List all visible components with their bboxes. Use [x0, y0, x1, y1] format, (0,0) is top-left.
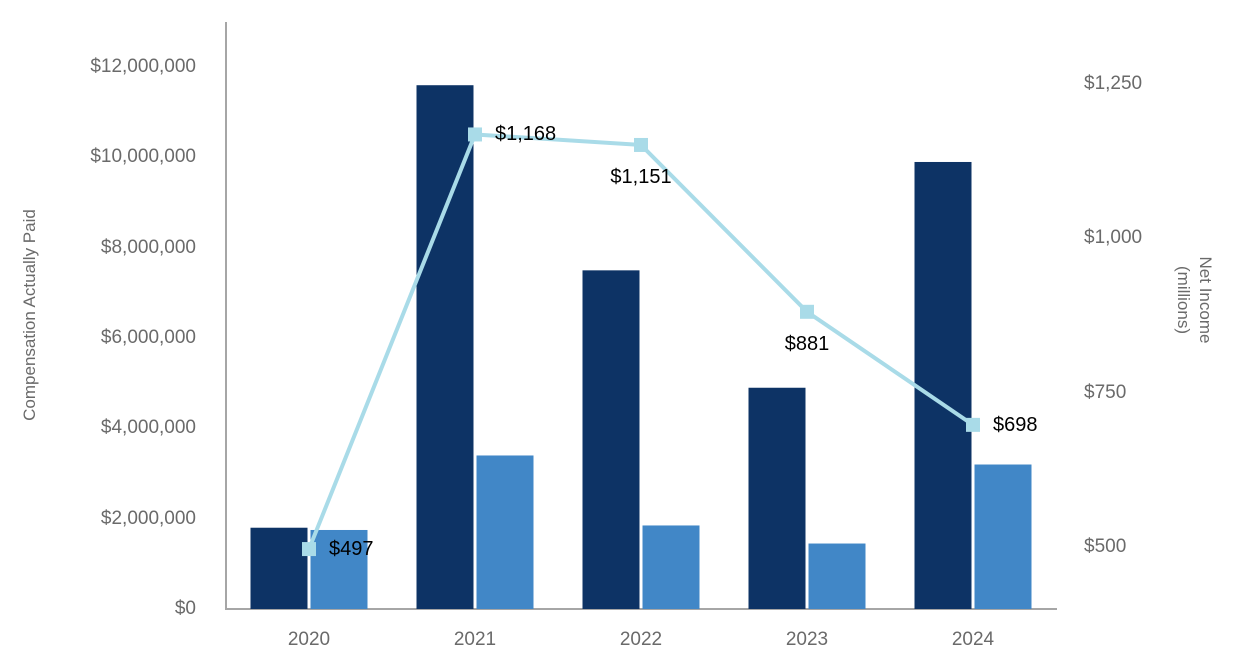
- x-axis-label-2020: 2020: [287, 629, 331, 650]
- line-marker-2020: [302, 542, 316, 557]
- line-data-label-2021: $1,168: [495, 123, 557, 146]
- bar-bars-medium-blue-2024: [974, 464, 1032, 609]
- line-data-label-2020: $497: [329, 538, 374, 561]
- line-data-label-2024: $698: [993, 413, 1038, 436]
- bar-bars-medium-blue-2023: [808, 543, 866, 609]
- x-axis-label-2023: 2023: [785, 629, 829, 650]
- line-data-label-2022: $1,151: [610, 165, 672, 188]
- bar-bars-dark-navy-2023: [748, 387, 806, 609]
- line-marker-2021: [468, 127, 482, 142]
- right-axis-tick-label: $1,000: [1084, 227, 1143, 249]
- x-axis-label-2024: 2024: [951, 629, 995, 650]
- bar-bars-dark-navy-2024: [914, 161, 972, 609]
- bar-bars-medium-blue-2021: [476, 455, 534, 609]
- x-axis-label-2022: 2022: [619, 629, 663, 650]
- bar-bars-medium-blue-2020: [310, 529, 368, 609]
- left-axis-tick-label: $2,000,000: [100, 507, 196, 529]
- left-axis-tick-label: $8,000,000: [100, 236, 196, 258]
- line-data-label-2023: $881: [784, 332, 830, 355]
- right-axis-tick-label: $750: [1084, 381, 1127, 403]
- line-marker-2023: [800, 304, 814, 319]
- right-axis-tick-label: $1,250: [1084, 72, 1143, 94]
- left-axis-tick-label: $4,000,000: [100, 417, 196, 439]
- right-axis-tick-label: $500: [1084, 536, 1127, 558]
- left-axis-tick-label: $12,000,000: [90, 56, 196, 78]
- x-axis-label-2021: 2021: [453, 629, 497, 650]
- bar-bars-dark-navy-2020: [250, 527, 308, 609]
- left-axis-tick-label: $6,000,000: [100, 327, 196, 349]
- bar-bars-dark-navy-2021: [416, 85, 474, 609]
- left-axis-tick-label: $10,000,000: [90, 146, 196, 168]
- bar-bars-dark-navy-2022: [582, 270, 640, 609]
- line-marker-2024: [966, 417, 980, 432]
- left-axis-tick-label: $0: [174, 598, 196, 619]
- bar-bars-medium-blue-2022: [642, 525, 700, 609]
- line-marker-2022: [634, 137, 648, 152]
